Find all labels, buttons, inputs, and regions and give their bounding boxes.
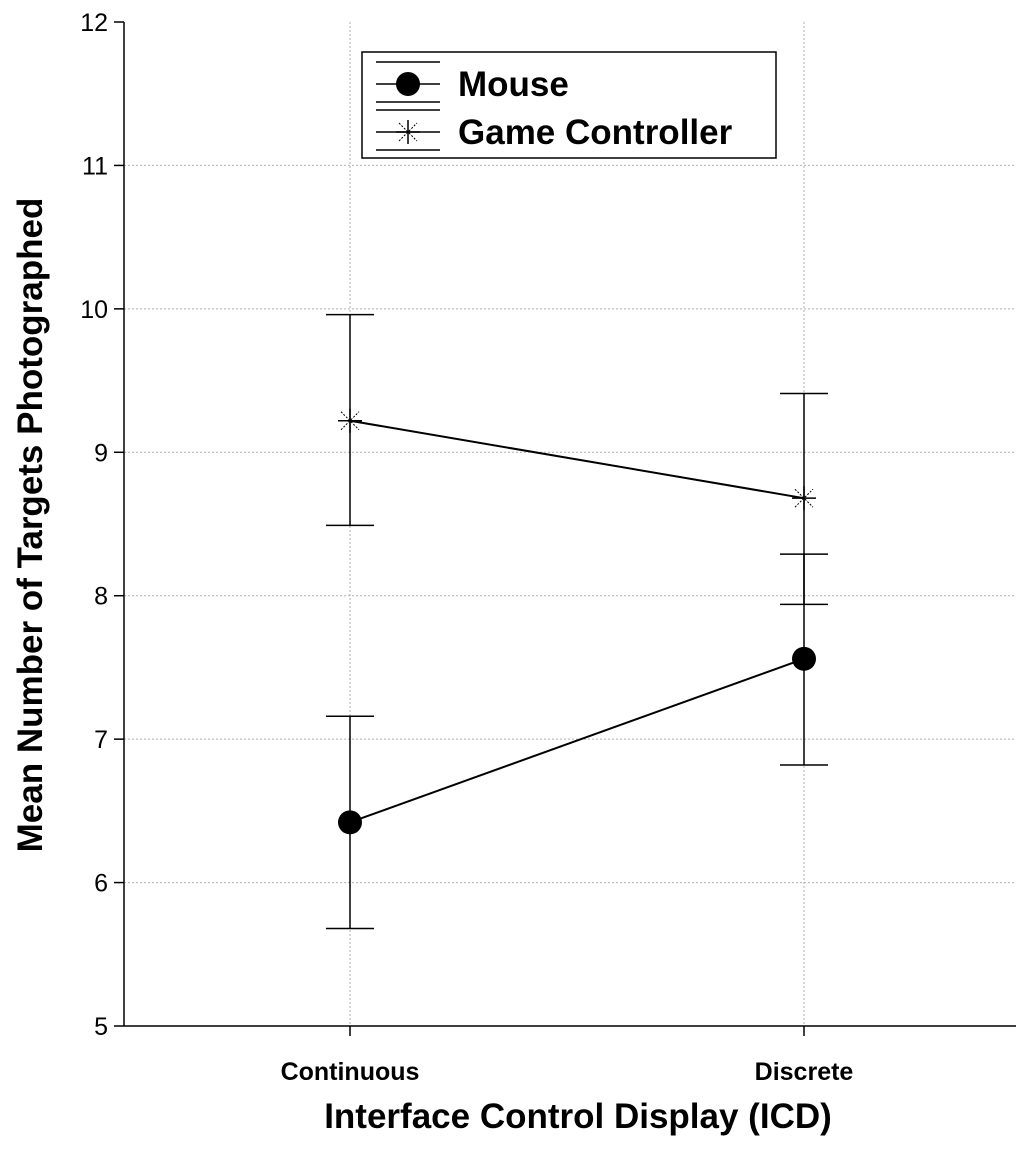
y-axis-title: Mean Number of Targets Photographed <box>11 198 50 853</box>
series <box>326 313 828 930</box>
y-tick-label: 8 <box>94 583 108 611</box>
x-category-label: Continuous <box>281 1058 420 1086</box>
marker-asterisk-d2 <box>794 488 814 508</box>
grid-lines <box>124 22 1016 1026</box>
marker-asterisk-d2 <box>340 411 360 431</box>
legend-label: Game Controller <box>458 113 733 152</box>
series-game-controller <box>326 313 828 606</box>
marker-asterisk-d2 <box>398 122 418 142</box>
x-categories: Continuous Discrete <box>281 1058 854 1086</box>
marker-asterisk-d1 <box>398 122 418 142</box>
marker-filled-circle <box>338 810 362 835</box>
marker-filled-circle <box>396 72 420 96</box>
y-tick-label: 10 <box>80 296 108 324</box>
y-tick-label: 12 <box>80 9 108 37</box>
y-tick-label: 6 <box>94 870 108 898</box>
y-ticks: 5 6 7 8 9 10 11 12 <box>80 9 108 1041</box>
marker-asterisk-d1 <box>794 488 814 508</box>
legend-entry-mouse: Mouse <box>376 61 569 104</box>
y-tick-label: 11 <box>82 152 108 180</box>
legend-label: Mouse <box>458 65 569 104</box>
axes <box>114 21 1016 1036</box>
series-mouse <box>326 553 828 930</box>
series-line <box>349 419 805 500</box>
x-axis-title: Interface Control Display (ICD) <box>324 1097 832 1136</box>
y-tick-label: 7 <box>94 726 108 754</box>
y-tick-label: 9 <box>94 439 108 467</box>
y-tick-label: 5 <box>94 1013 108 1041</box>
marker-filled-circle <box>792 646 816 671</box>
series-line <box>349 657 805 824</box>
legend: Mouse Game Controller <box>361 51 777 159</box>
x-category-label: Discrete <box>755 1058 854 1086</box>
legend-box <box>361 51 777 159</box>
legend-entry-game-controller: Game Controller <box>376 109 733 152</box>
marker-asterisk-d1 <box>340 411 360 431</box>
